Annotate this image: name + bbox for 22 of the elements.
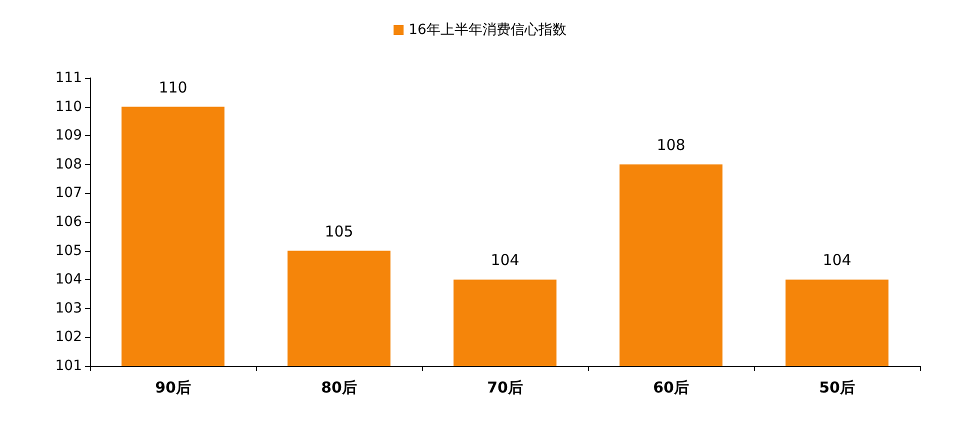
- y-tick-label: 102: [55, 329, 82, 346]
- x-tick-label: 70后: [487, 378, 523, 396]
- y-tick-label: 110: [55, 98, 82, 115]
- y-tick-label: 104: [55, 272, 82, 288]
- legend-label: 16年上半年消费信心指数: [408, 22, 566, 38]
- y-tick-label: 101: [55, 358, 82, 374]
- data-label: 104: [490, 251, 520, 270]
- y-tick-label: 107: [55, 185, 82, 202]
- x-tick-label: 80后: [321, 378, 357, 396]
- data-label: 104: [822, 251, 852, 270]
- x-tick-label: 60后: [653, 378, 689, 396]
- x-tick-label: 90后: [155, 378, 191, 396]
- y-tick-label: 103: [55, 300, 82, 316]
- y-tick-label: 108: [55, 156, 82, 172]
- data-label: 108: [656, 136, 686, 154]
- x-tick-label: 50后: [819, 378, 855, 396]
- y-tick-label: 111: [55, 70, 82, 86]
- y-tick-label: 105: [55, 242, 82, 259]
- data-label: 110: [158, 78, 188, 96]
- data-label: 105: [324, 222, 354, 240]
- y-tick-label: 109: [55, 128, 82, 144]
- y-tick-label: 106: [55, 214, 82, 230]
